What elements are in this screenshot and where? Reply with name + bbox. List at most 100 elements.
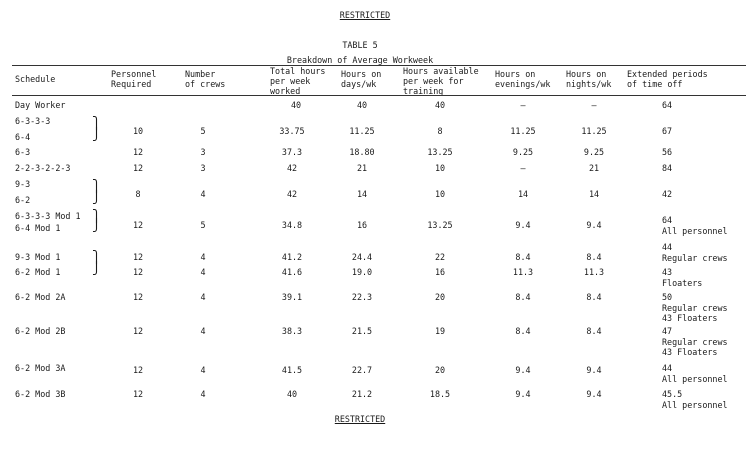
cell-total-hours: 37.3 [281,147,303,157]
cell-hours-days: 16 [356,220,368,230]
table-top-rule [12,65,746,66]
cell-total-hours: 41.2 [281,252,303,262]
cell-hours-available: 13.25 [427,147,453,157]
cell-extended-note: All personnel [662,400,728,410]
header-total-line3: worked [270,86,301,96]
cell-extended-time-off: 43 [662,267,673,277]
cell-hours-nights: – [591,100,597,110]
cell-hours-evenings: 11.25 [510,126,536,136]
cell-extended-note: Regular crews [662,337,728,347]
cell-total-hours: 33.75 [279,126,305,136]
cell-personnel: 12 [132,267,144,277]
header-crews-line1: Number [185,69,216,79]
header-personnel-line2: Required [111,79,152,89]
cell-hours-days: 22.7 [351,365,373,375]
cell-hours-nights: 14 [588,189,600,199]
cell-extended-time-off: 56 [661,147,673,157]
cell-personnel: 10 [132,126,144,136]
cell-extended-time-off: 47 [662,326,673,336]
cell-schedule: 6-4 [15,132,31,142]
cell-hours-available: 20 [434,365,446,375]
classification-marking-top: RESTRICTED [339,10,391,20]
cell-crews: 5 [200,220,206,230]
cell-hours-evenings: 8.4 [515,326,531,336]
header-total-line1: Total hours [270,66,326,76]
cell-hours-available: 22 [434,252,446,262]
cell-hours-available: 10 [434,189,446,199]
cell-extended-note: Floaters [662,278,703,288]
cell-schedule: 6-2 Mod 3B [15,389,66,399]
cell-hours-evenings: 9.4 [515,220,531,230]
cell-crews: 4 [200,267,206,277]
cell-extended-note: Regular crews [662,303,728,313]
header-personnel-line1: Personnel [111,69,157,79]
cell-personnel: 12 [132,163,144,173]
cell-schedule: 6-4 Mod 1 [15,223,61,233]
cell-extended-time-off: 45.5 [662,389,683,399]
cell-hours-nights: 9.4 [586,220,602,230]
cell-personnel: 12 [132,292,144,302]
cell-personnel: 12 [132,252,144,262]
cell-crews: 4 [200,292,206,302]
cell-hours-nights: 9.4 [586,365,602,375]
cell-hours-evenings: – [520,100,526,110]
cell-schedule: 6-2 Mod 2B [15,326,66,336]
cell-crews: 4 [200,365,206,375]
grouping-brace: ⎫ [92,179,101,193]
cell-hours-evenings: 8.4 [515,292,531,302]
cell-hours-evenings: 9.4 [515,389,531,399]
cell-hours-days: 21 [356,163,368,173]
cell-hours-nights: 8.4 [586,326,602,336]
header-days-line1: Hours on [341,69,382,79]
cell-hours-evenings: 8.4 [515,252,531,262]
cell-extended-note-floaters: 43 Floaters [662,347,718,357]
cell-hours-days: 21.5 [351,326,373,336]
cell-crews: 4 [200,189,206,199]
cell-extended-note-floaters: 43 Floaters [662,313,718,323]
cell-hours-available: 40 [434,100,446,110]
cell-hours-days: 18.80 [349,147,375,157]
cell-hours-nights: 21 [588,163,600,173]
cell-extended-time-off: 44 [662,242,673,252]
cell-hours-days: 11.25 [349,126,375,136]
cell-schedule: 6-2 [15,195,31,205]
cell-personnel: 12 [132,326,144,336]
cell-personnel: 12 [132,220,144,230]
cell-extended-note: All personnel [662,226,728,236]
cell-crews: 5 [200,126,206,136]
cell-hours-available: 10 [434,163,446,173]
cell-schedule: 2-2-3-2-2-3 [15,163,71,173]
header-bottom-rule [12,95,746,96]
cell-hours-days: 22.3 [351,292,373,302]
cell-hours-nights: 8.4 [586,252,602,262]
cell-hours-days: 19.0 [351,267,373,277]
grouping-brace: ⎫ [92,116,101,130]
cell-hours-available: 20 [434,292,446,302]
grouping-brace: ⎭ [92,190,101,204]
header-days-line2: days/wk [341,79,377,89]
cell-schedule: 6-3 [15,147,31,157]
cell-hours-available: 18.5 [429,389,451,399]
cell-extended-time-off: 50 [662,292,673,302]
header-extended-line2: of time off [627,79,683,89]
cell-hours-days: 21.2 [351,389,373,399]
cell-hours-days: 14 [356,189,368,199]
cell-schedule: 9-3 [15,179,31,189]
cell-hours-available: 8 [437,126,443,136]
cell-extended-time-off: 64 [662,215,673,225]
cell-hours-nights: 9.4 [586,389,602,399]
cell-total-hours: 40 [286,389,298,399]
cell-schedule: 6-3-3-3 Mod 1 [15,211,81,221]
cell-total-hours: 38.3 [281,326,303,336]
cell-hours-nights: 11.25 [581,126,607,136]
cell-crews: 4 [200,326,206,336]
cell-crews: 3 [200,163,206,173]
table-title: Breakdown of Average Workweek [286,55,434,65]
cell-hours-evenings: – [520,163,526,173]
cell-hours-evenings: 9.25 [512,147,534,157]
cell-hours-available: 19 [434,326,446,336]
cell-schedule: 6-2 Mod 3A [15,363,66,373]
cell-schedule: 6-2 Mod 2A [15,292,66,302]
cell-extended-time-off: 42 [661,189,673,199]
grouping-brace: ⎭ [92,218,101,232]
